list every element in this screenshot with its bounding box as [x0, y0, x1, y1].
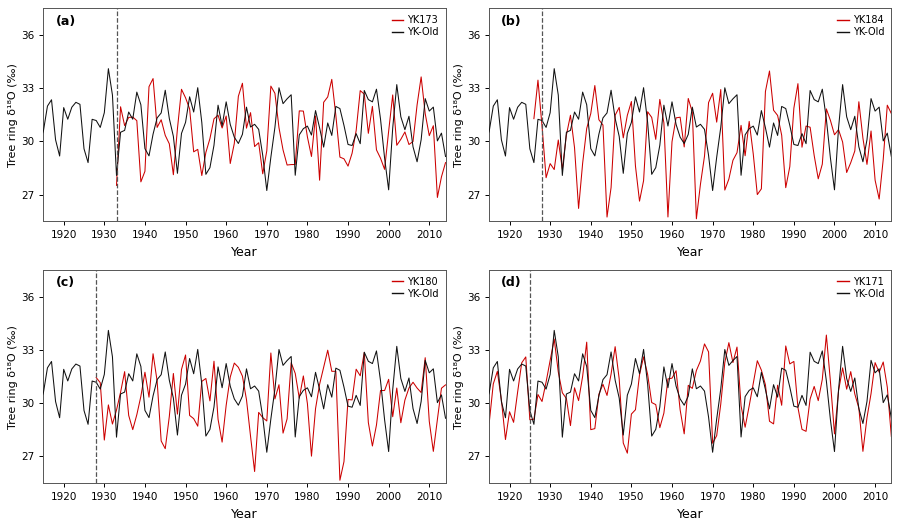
- Y-axis label: Tree ring δ¹⁸O (‰): Tree ring δ¹⁸O (‰): [454, 63, 464, 167]
- Y-axis label: Tree ring δ¹⁸O (‰): Tree ring δ¹⁸O (‰): [8, 63, 18, 167]
- Text: (b): (b): [501, 15, 522, 28]
- X-axis label: Year: Year: [677, 508, 704, 521]
- X-axis label: Year: Year: [677, 246, 704, 259]
- X-axis label: Year: Year: [231, 246, 257, 259]
- X-axis label: Year: Year: [231, 508, 257, 521]
- Y-axis label: Tree ring δ¹⁸O (‰): Tree ring δ¹⁸O (‰): [8, 325, 18, 428]
- Legend: YK184, YK-Old: YK184, YK-Old: [835, 13, 886, 39]
- Y-axis label: Tree ring δ¹⁸O (‰): Tree ring δ¹⁸O (‰): [454, 325, 464, 428]
- Text: (a): (a): [56, 15, 76, 28]
- Legend: YK180, YK-Old: YK180, YK-Old: [390, 275, 441, 301]
- Legend: YK173, YK-Old: YK173, YK-Old: [390, 13, 441, 39]
- Legend: YK171, YK-Old: YK171, YK-Old: [835, 275, 886, 301]
- Text: (d): (d): [501, 277, 522, 289]
- Text: (c): (c): [56, 277, 75, 289]
